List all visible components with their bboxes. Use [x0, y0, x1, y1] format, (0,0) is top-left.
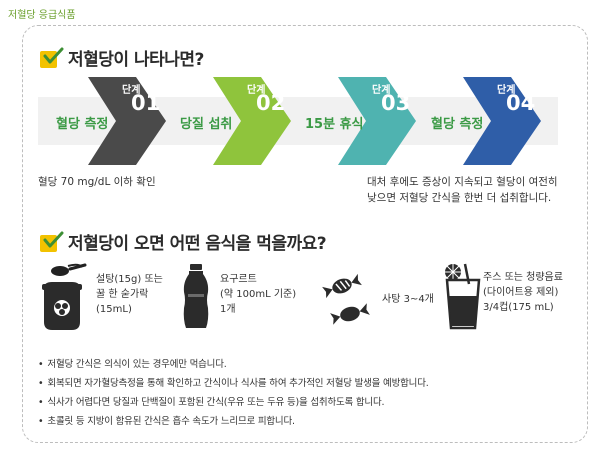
- section1-header: 저혈당이 나타나면?: [40, 45, 204, 70]
- food-candy-line-1: 사탕 3~4개: [382, 294, 434, 305]
- foods-row: 설탕(15g) 또는 꿀 한 숟가락 (15mL) 요구르트 (약 100mL …: [38, 262, 568, 337]
- step-chevron-1: [88, 77, 166, 165]
- section1-title: 저혈당이 나타나면?: [68, 50, 204, 70]
- tip-item-4: 초콜릿 등 지방이 함유된 간식은 흡수 속도가 느리므로 피합니다.: [38, 412, 429, 431]
- food-sugar-line-1: 설탕(15g) 또는: [96, 274, 163, 285]
- step-chevron-3: [338, 77, 416, 165]
- step-2-label: 단계: [247, 85, 266, 96]
- section2-title: 저혈당이 오면 어떤 음식을 먹을까요?: [68, 234, 327, 254]
- food-yogurt-line-1: 요구르트: [220, 274, 257, 285]
- check-icon: [40, 231, 64, 253]
- page-title: 저혈당 응급식품: [8, 10, 76, 21]
- food-juice-line-2: (다이어트용 제외): [483, 287, 559, 298]
- steps-graphic: [38, 77, 558, 165]
- food-item-candy: 사탕 3~4개: [320, 262, 440, 337]
- food-sugar-line-2: 꿀 한 숟가락: [96, 289, 149, 300]
- step-2-action: 당질 섭취: [180, 117, 233, 132]
- food-yogurt-text: 요구르트 (약 100mL 기준) 1개: [220, 272, 296, 317]
- step-1-label: 단계: [122, 85, 141, 96]
- candy-icon: [322, 273, 370, 325]
- food-yogurt-line-3: 1개: [220, 304, 236, 315]
- content-frame: [22, 25, 588, 443]
- food-juice-line-3: 3/4컵(175 mL): [483, 302, 554, 313]
- step-4-action: 혈당 측정: [431, 117, 484, 132]
- step-1-number: 01: [131, 91, 161, 115]
- tips-list: 저혈당 간식은 의식이 있는 경우에만 먹습니다. 회복되면 자가혈당측정을 통…: [38, 355, 429, 431]
- tip-item-2: 회복되면 자가혈당측정을 통해 확인하고 간식이나 식사를 하여 추가적인 저혈…: [38, 374, 428, 393]
- food-item-yogurt: 요구르트 (약 100mL 기준) 1개: [180, 262, 310, 337]
- check-icon: [40, 47, 64, 69]
- step-4-number: 04: [506, 91, 536, 115]
- tip-item-3: 식사가 어렵다면 당질과 단백질이 포함된 간식(우유 또는 두유 등)을 섭취…: [38, 393, 429, 412]
- section2-header: 저혈당이 오면 어떤 음식을 먹을까요?: [40, 229, 327, 254]
- steps-flow: 혈당 측정 단계 01 당질 섭취 단계 02 15분 휴식 단계 03 혈당 …: [38, 77, 568, 167]
- note-right-line-2: 낮으면 저혈당 간식을 한번 더 섭취합니다.: [367, 192, 552, 204]
- step-3-label: 단계: [372, 85, 391, 96]
- food-juice-line-1: 주스 또는 청량음료: [483, 272, 563, 283]
- note-right-line-1: 대처 후에도 증상이 지속되고 혈당이 여전히: [367, 176, 558, 188]
- honey-sugar-icon: [42, 263, 87, 330]
- step-1-action: 혈당 측정: [56, 117, 109, 132]
- step-2-number: 02: [256, 91, 286, 115]
- food-item-juice: 주스 또는 청량음료 (다이어트용 제외) 3/4컵(175 mL): [443, 262, 568, 337]
- food-item-sugar: 설탕(15g) 또는 꿀 한 숟가락 (15mL): [38, 262, 168, 337]
- note-right: 대처 후에도 증상이 지속되고 혈당이 여전히 낮으면 저혈당 간식을 한번 더…: [367, 174, 558, 206]
- food-juice-text: 주스 또는 청량음료 (다이어트용 제외) 3/4컵(175 mL): [483, 270, 563, 315]
- food-sugar-text: 설탕(15g) 또는 꿀 한 숟가락 (15mL): [96, 272, 163, 317]
- food-candy-text: 사탕 3~4개: [382, 292, 434, 307]
- step-chevron-4: [463, 77, 541, 165]
- food-sugar-line-3: (15mL): [96, 304, 132, 315]
- step-3-action: 15분 휴식: [305, 117, 364, 132]
- step-chevron-2: [213, 77, 291, 165]
- tip-item-1: 저혈당 간식은 의식이 있는 경우에만 먹습니다.: [38, 355, 429, 374]
- step-4-label: 단계: [497, 85, 516, 96]
- juice-glass-icon: [445, 263, 481, 330]
- food-yogurt-line-2: (약 100mL 기준): [220, 289, 297, 300]
- note-left: 혈당 70 mg/dL 이하 확인: [38, 176, 156, 188]
- step-3-number: 03: [381, 91, 411, 115]
- yogurt-drink-icon: [183, 264, 209, 328]
